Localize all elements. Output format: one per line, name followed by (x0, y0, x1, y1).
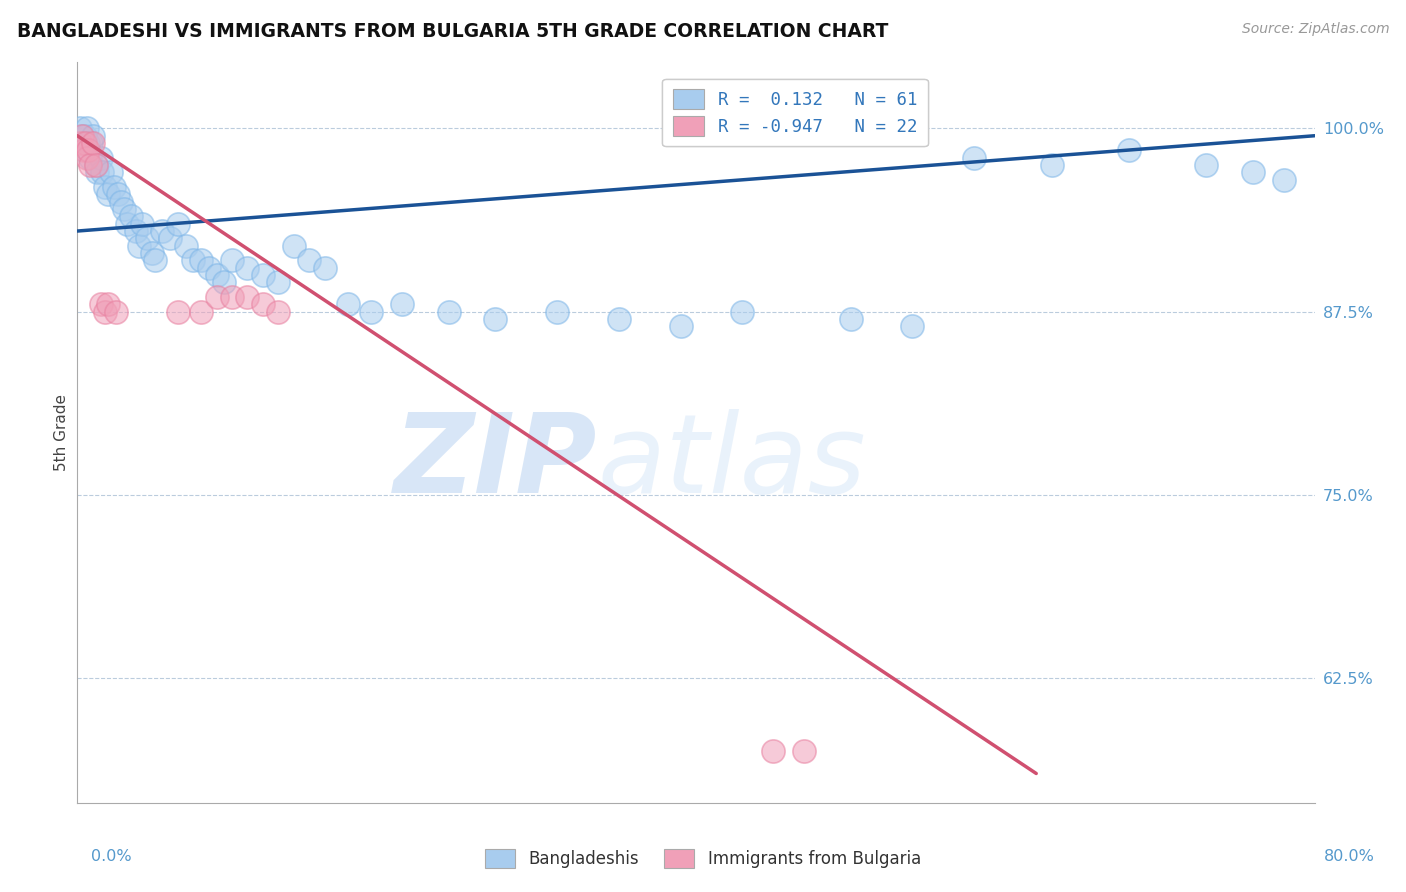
Point (1118, 144, 1140, 158)
Point (121, 210, 143, 224)
Point (69, 121, 91, 136)
Point (143, 253, 166, 268)
Point (1195, 158, 1218, 172)
Point (731, 304, 754, 318)
Point (437, 304, 460, 318)
Point (94, 304, 117, 318)
Point (107, 187, 129, 202)
Point (82, 128, 104, 143)
Point (136, 231, 159, 245)
Point (1241, 165, 1264, 179)
Point (76, 151, 98, 165)
Point (84, 158, 107, 172)
Point (131, 217, 153, 231)
Point (205, 290, 228, 304)
Point (267, 276, 290, 290)
Point (607, 312, 630, 326)
Text: Source: ZipAtlas.com: Source: ZipAtlas.com (1241, 22, 1389, 37)
Point (391, 297, 413, 311)
Point (252, 268, 274, 282)
Point (267, 304, 290, 318)
Point (360, 304, 382, 318)
Point (198, 260, 221, 275)
Legend: Bangladeshis, Immigrants from Bulgaria: Bangladeshis, Immigrants from Bulgaria (478, 842, 928, 875)
Point (183, 253, 205, 268)
Point (152, 224, 174, 238)
Y-axis label: 5th Grade: 5th Grade (53, 394, 69, 471)
Point (221, 253, 243, 268)
Text: 80.0%: 80.0% (1324, 849, 1375, 864)
Point (283, 238, 305, 252)
Point (236, 290, 259, 304)
Point (100, 165, 122, 179)
Point (141, 246, 163, 260)
Point (167, 304, 190, 318)
Point (90, 297, 111, 311)
Point (90, 151, 111, 165)
Point (70, 128, 93, 143)
Text: atlas: atlas (598, 409, 866, 516)
Point (214, 276, 236, 290)
Point (72, 144, 94, 158)
Point (77, 136, 100, 150)
Point (72, 136, 94, 150)
Point (84, 158, 107, 172)
Point (159, 231, 181, 245)
Point (174, 238, 197, 252)
Point (762, 744, 785, 758)
Point (115, 217, 138, 231)
Point (125, 224, 148, 238)
Point (546, 304, 568, 318)
Point (901, 319, 924, 334)
Point (97, 187, 120, 202)
Text: BANGLADESHI VS IMMIGRANTS FROM BULGARIA 5TH GRADE CORRELATION CHART: BANGLADESHI VS IMMIGRANTS FROM BULGARIA … (17, 22, 889, 41)
Point (236, 260, 259, 275)
Point (298, 253, 321, 268)
Point (167, 217, 190, 231)
Point (103, 180, 125, 194)
Point (252, 297, 274, 311)
Point (205, 268, 228, 282)
Point (110, 194, 132, 209)
Point (97, 297, 120, 311)
Point (79, 158, 101, 172)
Point (337, 297, 360, 311)
Point (91, 165, 114, 179)
Point (79, 151, 101, 165)
Point (80, 136, 103, 150)
Point (82, 136, 104, 150)
Point (793, 744, 815, 758)
Point (1040, 158, 1063, 172)
Point (484, 312, 506, 326)
Text: ZIP: ZIP (394, 409, 598, 516)
Point (190, 304, 212, 318)
Point (75, 128, 96, 143)
Point (70, 128, 93, 143)
Point (76, 121, 98, 136)
Point (128, 238, 150, 252)
Point (190, 253, 212, 268)
Point (86, 165, 108, 179)
Point (105, 304, 127, 318)
Point (221, 290, 243, 304)
Point (963, 151, 986, 165)
Point (1272, 172, 1295, 186)
Legend: R =  0.132   N = 61, R = -0.947   N = 22: R = 0.132 N = 61, R = -0.947 N = 22 (662, 78, 928, 146)
Point (94, 180, 117, 194)
Point (839, 312, 862, 326)
Text: 0.0%: 0.0% (91, 849, 132, 864)
Point (69, 136, 91, 150)
Point (75, 136, 96, 150)
Point (314, 260, 336, 275)
Point (669, 319, 692, 334)
Point (112, 202, 135, 216)
Point (77, 144, 100, 158)
